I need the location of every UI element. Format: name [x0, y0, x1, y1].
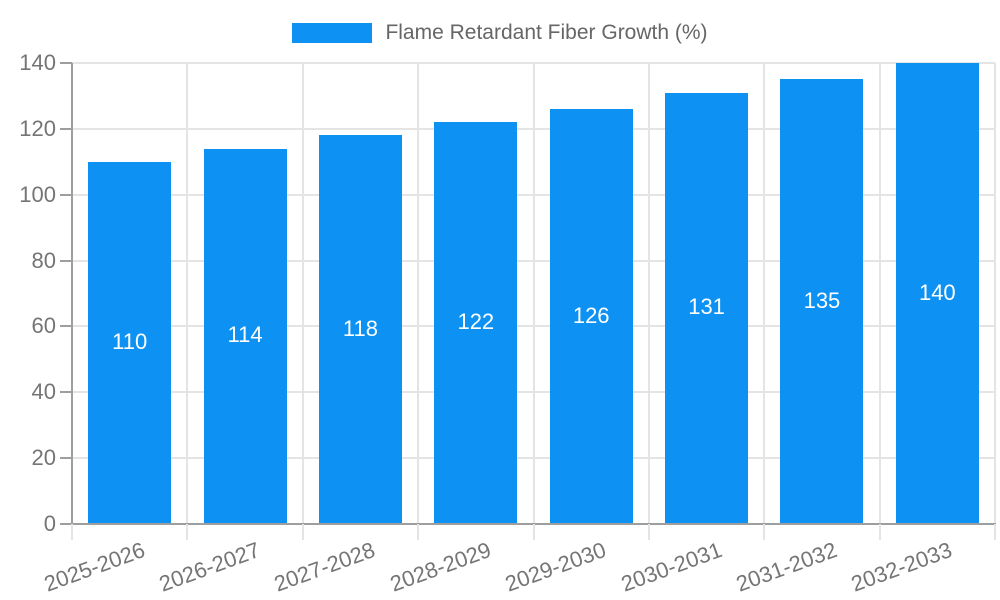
bar-2029-2030: 126	[549, 109, 633, 524]
y-axis-tick-label: 100	[19, 181, 56, 207]
bar-2025-2026: 110	[88, 161, 172, 524]
x-axis-tick-label: 2031-2032	[732, 537, 841, 597]
x-axis-tick-label: 2028-2029	[386, 537, 495, 597]
v-gridline	[763, 63, 766, 524]
v-gridline	[532, 63, 535, 524]
bar-2031-2032: 135	[780, 79, 864, 524]
v-gridline	[186, 63, 189, 524]
y-axis-tick-label: 140	[19, 50, 56, 75]
bar-value-label: 114	[227, 322, 263, 348]
y-axis-tick-label: 60	[31, 313, 56, 339]
legend-label[interactable]: Flame Retardant Fiber Growth (%)	[385, 21, 708, 44]
bar-2028-2029: 122	[434, 122, 518, 524]
y-axis-tick-label: 40	[31, 379, 56, 405]
bar-2030-2031: 131	[665, 92, 749, 524]
x-axis-tick-label: 2026-2027	[155, 537, 264, 597]
y-axis-tick-label: 120	[19, 115, 56, 141]
y-tick-mark	[60, 457, 72, 460]
x-tick-mark	[417, 524, 420, 540]
x-tick-mark	[994, 524, 996, 540]
y-axis-tick-label: 80	[31, 247, 56, 273]
x-axis-tick-label: 2027-2028	[271, 537, 379, 597]
x-axis-tick-label: 2029-2030	[501, 537, 610, 597]
x-tick-mark	[186, 524, 189, 540]
x-tick-mark	[301, 524, 304, 540]
y-tick-mark	[60, 523, 72, 525]
bar-value-label: 140	[918, 279, 956, 305]
y-tick-mark	[60, 325, 72, 328]
bar-value-label: 122	[457, 309, 495, 335]
x-axis-tick-label: 2032-2033	[848, 537, 956, 597]
y-axis-line	[71, 63, 73, 525]
x-tick-mark	[532, 524, 535, 540]
x-tick-mark	[878, 524, 881, 540]
plot-area: 110 114 118 122 126 131 135 140	[72, 62, 996, 524]
y-axis-tick-label: 20	[31, 445, 56, 471]
y-tick-mark	[60, 259, 72, 262]
bar-value-label: 126	[572, 302, 610, 328]
v-gridline	[994, 63, 996, 524]
chart-legend[interactable]: Flame Retardant Fiber Growth (%)	[0, 21, 1000, 45]
bar-value-label: 110	[112, 328, 148, 354]
bar-2032-2033: 140	[895, 63, 979, 524]
v-gridline	[878, 63, 881, 524]
y-axis-tick-label: 0	[43, 511, 56, 536]
x-tick-mark	[763, 524, 766, 540]
y-tick-mark	[60, 127, 72, 130]
bar-2027-2028: 118	[318, 135, 402, 524]
y-tick-mark	[60, 193, 72, 196]
y-tick-mark	[60, 391, 72, 394]
y-tick-mark	[60, 62, 72, 64]
v-gridline	[301, 63, 304, 524]
x-axis-tick-label: 2030-2031	[617, 537, 725, 597]
v-gridline	[647, 63, 650, 524]
bar-value-label: 135	[803, 287, 841, 313]
x-tick-mark	[71, 524, 73, 540]
x-axis-tick-label: 2025-2026	[40, 537, 148, 597]
bar-value-label: 118	[342, 315, 378, 341]
x-tick-mark	[647, 524, 650, 540]
bar-2026-2027: 114	[203, 148, 287, 524]
legend-swatch[interactable]	[292, 23, 373, 43]
v-gridline	[417, 63, 420, 524]
bar-value-label: 131	[688, 294, 725, 320]
